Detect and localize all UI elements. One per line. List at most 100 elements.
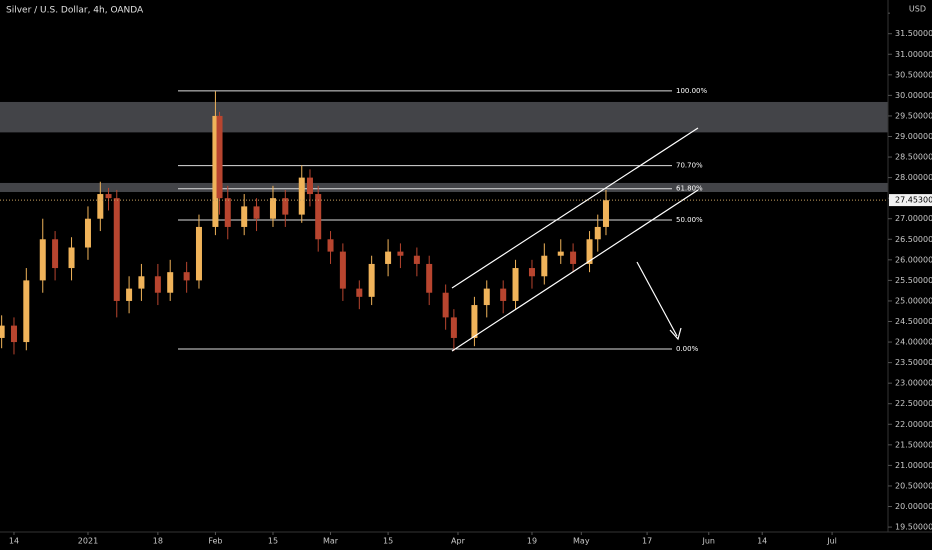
candle-body (68, 247, 75, 269)
candle-body (216, 115, 223, 199)
candle-body (126, 288, 133, 301)
x-tick-label: 15 (268, 537, 278, 546)
candle-body (356, 288, 363, 297)
x-tick-label: 2021 (78, 537, 98, 546)
candle-body (557, 251, 564, 256)
candle-body (483, 288, 490, 306)
candle-body (298, 177, 305, 215)
y-tick-label: 25.00000 (895, 296, 932, 305)
candle-body (84, 218, 91, 248)
y-tick-label: 24.00000 (895, 338, 932, 347)
candle-body (224, 198, 231, 227)
candle-body (450, 317, 457, 338)
fib-label: 50.00% (676, 216, 703, 224)
fib-label: 100.00% (676, 87, 707, 95)
x-tick-label: 18 (153, 537, 163, 546)
candle-body (269, 198, 276, 219)
candle-body (52, 239, 59, 269)
y-tick-label: 22.00000 (895, 420, 932, 429)
chart-title: Silver / U.S. Dollar, 4h, OANDA (6, 6, 144, 16)
candle-body (154, 276, 161, 293)
candle-body (138, 276, 145, 289)
y-tick-label: 31.00000 (895, 50, 932, 59)
candle-body (594, 226, 601, 240)
x-tick-label: Jul (826, 537, 837, 546)
candle-body (113, 198, 120, 301)
candle-body (413, 255, 420, 264)
y-tick-label: 26.00000 (895, 255, 932, 264)
x-tick-label: Mar (323, 537, 339, 546)
arrow-head (669, 327, 682, 341)
zone (0, 182, 888, 192)
y-tick-label: 20.00000 (895, 502, 932, 511)
candle-body (500, 288, 507, 301)
candle-body (426, 263, 433, 293)
candle-body (385, 251, 392, 264)
candle-body (397, 251, 404, 256)
x-tick-label: Apr (451, 537, 466, 546)
y-tick-label: 30.00000 (895, 91, 932, 100)
y-tick-label: 31.50000 (895, 29, 932, 38)
y-tick-label: 26.50000 (895, 235, 932, 244)
last-price-box (889, 194, 932, 207)
y-tick-label: 19.50000 (895, 523, 932, 532)
arrow-shaft (636, 261, 678, 337)
fib-label: 61.80% (676, 185, 703, 193)
x-tick-label: May (573, 537, 590, 546)
y-tick-label: 28.50000 (895, 153, 932, 162)
candle-body (282, 198, 289, 215)
currency-bg (890, 2, 932, 20)
candle-body (183, 272, 190, 281)
candle-body (306, 177, 313, 195)
y-tick-label: 20.50000 (895, 481, 932, 490)
candle-body (39, 239, 46, 281)
candle-body (528, 268, 535, 277)
y-tick-label: 23.50000 (895, 358, 932, 367)
candle-body (315, 194, 322, 240)
zone (0, 101, 888, 133)
candle-body (253, 206, 260, 219)
candle-body (0, 325, 5, 338)
x-tick-label: 19 (527, 537, 537, 546)
candle-body (167, 272, 174, 293)
candle-body (471, 305, 478, 338)
candle-body (541, 255, 548, 277)
candle-body (442, 292, 449, 318)
candle-body (368, 263, 375, 297)
candle-body (195, 226, 202, 281)
x-tick-label: 15 (383, 537, 393, 546)
candle-body (212, 115, 219, 227)
fib-label: 0.00% (676, 345, 699, 353)
y-tick-label: 24.50000 (895, 317, 932, 326)
candle-body (339, 251, 346, 289)
candle-body (570, 251, 577, 264)
y-tick-label: 21.50000 (895, 440, 932, 449)
last-price-label: 27.45300 (895, 196, 932, 205)
candle-body (241, 206, 248, 227)
currency: USD (909, 5, 926, 14)
y-tick-label: 21.00000 (895, 461, 932, 470)
candle-body (586, 239, 593, 264)
fib-label: 70.70% (676, 162, 703, 170)
x-tick-label: 14 (9, 537, 19, 546)
candle-body (512, 268, 519, 301)
y-tick-label: 27.00000 (895, 214, 932, 223)
candle-body (327, 239, 334, 252)
candle-body (105, 194, 112, 199)
y-tick-label: 29.00000 (895, 132, 932, 141)
x-tick-label: Jun (702, 537, 716, 546)
x-tick-label: 14 (757, 537, 767, 546)
candle-body (10, 325, 17, 343)
candle-body (23, 280, 30, 343)
y-tick-label: 30.50000 (895, 70, 932, 79)
y-tick-label: 22.50000 (895, 399, 932, 408)
y-tick-label: 25.50000 (895, 276, 932, 285)
y-tick-label: 23.00000 (895, 379, 932, 388)
channel-lower (451, 189, 699, 352)
x-tick-label: 17 (642, 537, 652, 546)
x-tick-label: Feb (208, 537, 222, 546)
y-tick-label: 28.00000 (895, 173, 932, 182)
channel-upper (451, 127, 699, 289)
